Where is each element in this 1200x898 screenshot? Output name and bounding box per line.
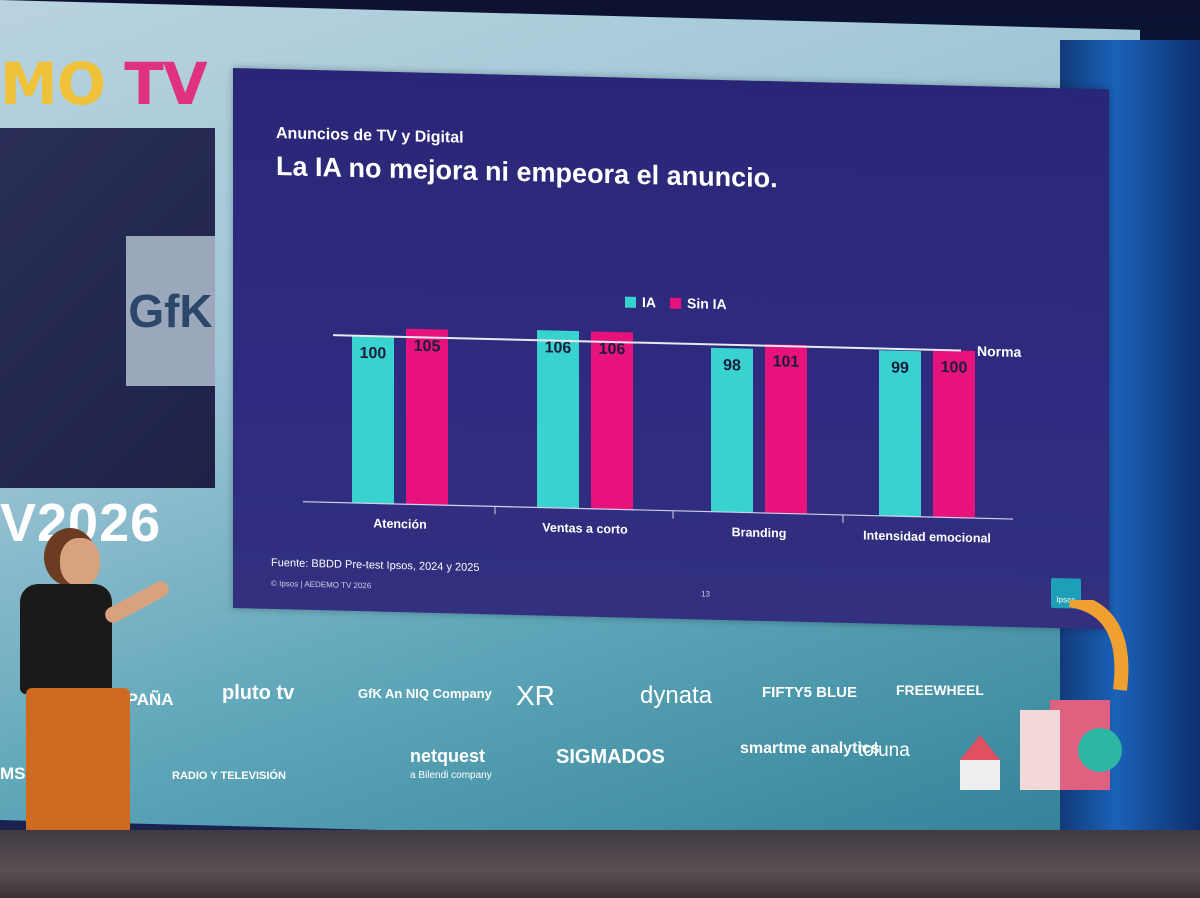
speaker-video-feed: GfK: [0, 128, 215, 488]
bar-ia-0: [352, 335, 394, 504]
sponsor-logo: netquest: [410, 746, 486, 766]
slide-copyright: © Ipsos | AEDEMO TV 2026: [271, 578, 372, 591]
sponsor-logo: pluto tv: [222, 682, 295, 704]
sponsor-logo: a Bilendi company: [410, 770, 492, 781]
bar-chart: 100 105 Atención 106 106 Ventas a corto 98 101 B…: [303, 328, 1022, 546]
bar-ia-3: [879, 350, 921, 517]
sponsor-logo: FREEWHEEL: [896, 682, 984, 698]
stage-floor: [0, 830, 1200, 898]
bar-ia-1: [537, 330, 579, 509]
bar-sin-ia-1: [591, 331, 633, 510]
sponsor-logo: smartme analytics: [740, 740, 880, 757]
bar-sin-ia-3: [933, 349, 975, 519]
bar-ia-2: [711, 347, 753, 513]
category-label: Branding: [732, 525, 787, 540]
category-label: Intensidad emocional: [863, 528, 991, 545]
category-label: Ventas a corto: [542, 521, 628, 537]
sponsor-logo: SIGMADOS: [556, 746, 665, 768]
sponsor-logo: XR: [516, 680, 555, 711]
sponsor-logo: FIFTY5 BLUE: [762, 684, 858, 701]
presenter-torso: [20, 584, 112, 694]
bar-value-label: 106: [545, 339, 572, 357]
presenter: [18, 528, 172, 898]
event-logo: MO TV: [0, 50, 208, 118]
event-logo-part1: MO: [0, 50, 106, 118]
video-logo: GfK: [126, 236, 215, 386]
event-logo-part2: TV: [124, 50, 207, 118]
bar-value-label: 99: [891, 359, 909, 376]
presenter-face: [60, 538, 100, 586]
slide-page-number: 13: [701, 589, 710, 599]
sponsor-logo: dynata: [640, 682, 713, 709]
decorative-illustration: [960, 600, 1129, 790]
sponsor-logo: RADIO Y TELEVISIÓN: [172, 770, 286, 782]
category-label: Atención: [373, 516, 426, 531]
sponsor-logo: toluna: [858, 740, 910, 761]
x-axis-line: [303, 501, 1013, 520]
bar-value-label: 100: [360, 345, 387, 363]
norma-label: Norma: [977, 343, 1022, 360]
bar-value-label: 98: [723, 357, 741, 374]
bar-sin-ia-2: [765, 344, 807, 515]
bar-value-label: 101: [773, 353, 800, 371]
bar-value-label: 105: [414, 338, 441, 356]
slide-source: Fuente: BBDD Pre-test Ipsos, 2024 y 2025: [271, 556, 480, 575]
bar-sin-ia-0: [406, 328, 448, 506]
presentation-slide: Anuncios de TV y Digital La IA no mejora…: [233, 68, 1109, 630]
norma-reference-line: [333, 334, 961, 352]
bar-value-label: 106: [599, 341, 626, 359]
sponsor-logo: GfK An NIQ Company: [358, 686, 492, 701]
bar-value-label: 100: [941, 359, 968, 377]
